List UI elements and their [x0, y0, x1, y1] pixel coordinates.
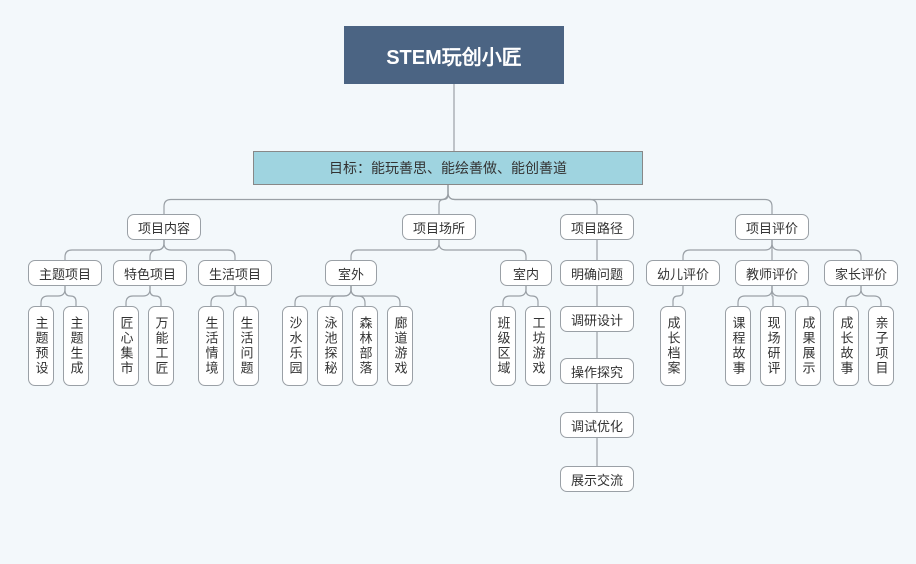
leaf-0: 主题预设 [28, 306, 54, 386]
leaf-14: 现场研评 [760, 306, 786, 386]
leaf-13: 课程故事 [725, 306, 751, 386]
path-step-2: 调试优化 [560, 412, 634, 438]
goal-node: 目标：能玩善思、能绘善做、能创善道 [253, 151, 643, 185]
leaf-2: 匠心集市 [113, 306, 139, 386]
level3-g_child: 幼儿评价 [646, 260, 720, 286]
level3-g_life: 生活项目 [198, 260, 272, 286]
leaf-12: 成长档案 [660, 306, 686, 386]
level2-c_place: 项目场所 [402, 214, 476, 240]
leaf-16: 成长故事 [833, 306, 859, 386]
level3-g_outdoor: 室外 [325, 260, 377, 286]
leaf-1: 主题生成 [63, 306, 89, 386]
path-step-0: 调研设计 [560, 306, 634, 332]
root-node: STEM玩创小匠 [344, 26, 564, 84]
level3-g_q: 明确问题 [560, 260, 634, 286]
level3-g_theme: 主题项目 [28, 260, 102, 286]
level2-c_content: 项目内容 [127, 214, 201, 240]
leaf-5: 生活问题 [233, 306, 259, 386]
leaf-10: 班级区域 [490, 306, 516, 386]
level3-g_feature: 特色项目 [113, 260, 187, 286]
level2-c_eval: 项目评价 [735, 214, 809, 240]
path-step-3: 展示交流 [560, 466, 634, 492]
leaf-11: 工坊游戏 [525, 306, 551, 386]
level3-g_teacher: 教师评价 [735, 260, 809, 286]
leaf-17: 亲子项目 [868, 306, 894, 386]
leaf-3: 万能工匠 [148, 306, 174, 386]
leaf-6: 沙水乐园 [282, 306, 308, 386]
level3-g_parent: 家长评价 [824, 260, 898, 286]
path-step-1: 操作探究 [560, 358, 634, 384]
level2-c_path: 项目路径 [560, 214, 634, 240]
leaf-15: 成果展示 [795, 306, 821, 386]
leaf-7: 泳池探秘 [317, 306, 343, 386]
leaf-8: 森林部落 [352, 306, 378, 386]
leaf-9: 廊道游戏 [387, 306, 413, 386]
level3-g_indoor: 室内 [500, 260, 552, 286]
leaf-4: 生活情境 [198, 306, 224, 386]
